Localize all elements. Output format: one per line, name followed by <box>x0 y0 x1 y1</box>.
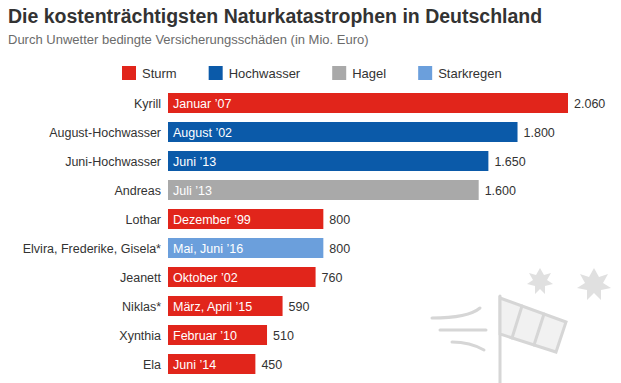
legend-label: Hagel <box>352 66 386 81</box>
bar-annotation: Mai, Juni ’16 <box>173 242 243 256</box>
category-label: Elvira, Frederike, Gisela* <box>23 242 161 256</box>
bar-annotation: Juli ’13 <box>173 184 212 198</box>
labels: Kyrill August-Hochwasser Juni-Hochwasser An… <box>23 97 606 372</box>
data-label: 450 <box>261 358 282 372</box>
legend-swatch <box>332 66 346 80</box>
category-label: August-Hochwasser <box>49 126 161 140</box>
bar <box>168 354 255 374</box>
title: Die kostenträchtigsten Naturkatastrophen… <box>8 5 542 27</box>
bar-annotation: Oktober ’02 <box>173 271 238 285</box>
chart-container: Die kostenträchtigsten Naturkatastrophen… <box>0 0 621 383</box>
leaf <box>527 268 553 294</box>
bar <box>168 180 479 200</box>
bar-annotation: Juni ’14 <box>173 358 216 372</box>
category-label: Juni-Hochwasser <box>65 155 161 169</box>
bar-annotation: Dezember ’99 <box>173 213 251 227</box>
bar <box>168 122 518 142</box>
category-label: Niklas* <box>122 300 161 314</box>
data-label: 2.060 <box>574 97 605 111</box>
bar-annotation: März, April ’15 <box>173 300 252 314</box>
legend-label: Starkregen <box>438 66 502 81</box>
data-label: 510 <box>273 329 294 343</box>
bars <box>168 93 568 374</box>
bar <box>168 93 568 113</box>
bar <box>168 325 267 345</box>
sock-stripes <box>512 306 544 345</box>
legend-label: Sturm <box>142 66 177 81</box>
legend-swatch <box>122 66 136 80</box>
leaf <box>577 268 611 300</box>
data-label: 760 <box>322 271 343 285</box>
bar-annotation: Februar ’10 <box>173 329 237 343</box>
data-label: 1.600 <box>485 184 516 198</box>
bar-annotation: August ’02 <box>173 126 232 140</box>
bar-annotation: Januar ’07 <box>173 97 231 111</box>
bar-annotation: Juni ’13 <box>173 155 216 169</box>
legend-swatch <box>418 66 432 80</box>
category-label: Jeanett <box>120 271 162 285</box>
subtitle: Durch Unwetter bedingte Versicherungssch… <box>8 32 369 47</box>
data-label: 800 <box>329 213 350 227</box>
category-label: Ela <box>143 358 161 372</box>
bar <box>168 267 316 287</box>
legend: Sturm Hochwasser Hagel Starkregen <box>122 66 502 81</box>
chart: Die kostenträchtigsten Naturkatastrophen… <box>0 0 621 383</box>
data-label: 800 <box>329 242 350 256</box>
bar <box>168 238 323 258</box>
data-label: 590 <box>289 300 310 314</box>
category-label: Kyrill <box>134 97 161 111</box>
legend-swatch <box>209 66 223 80</box>
bar <box>168 296 283 316</box>
windsock-icon <box>432 268 611 383</box>
data-label: 1.650 <box>494 155 525 169</box>
bar <box>168 209 323 229</box>
wind-lines <box>432 308 486 350</box>
sock <box>500 298 566 352</box>
data-label: 1.800 <box>524 126 555 140</box>
legend-label: Hochwasser <box>229 66 301 81</box>
bar <box>168 151 488 171</box>
category-label: Lothar <box>126 213 161 227</box>
category-label: Andreas <box>114 184 161 198</box>
category-label: Xynthia <box>119 329 161 343</box>
